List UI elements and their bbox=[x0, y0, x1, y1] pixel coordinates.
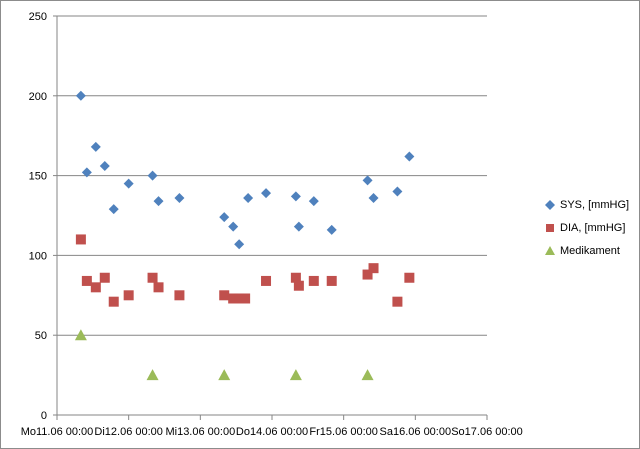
x-tick-label: Mo11.06 00:00 bbox=[21, 426, 94, 438]
x-tick-label: Sa16.06 00:00 bbox=[380, 426, 452, 438]
dia-point bbox=[90, 282, 101, 293]
dia-point bbox=[293, 280, 304, 291]
sys-point bbox=[81, 167, 92, 178]
dia-point bbox=[368, 263, 379, 274]
y-tick-label: 150 bbox=[29, 171, 47, 183]
x-tick-label: Mi13.06 00:00 bbox=[165, 426, 235, 438]
dia-point bbox=[81, 275, 92, 286]
y-tick-label: 100 bbox=[29, 250, 47, 262]
legend-label: Medikament bbox=[560, 244, 620, 257]
medikament-point bbox=[289, 369, 302, 381]
sys-point bbox=[404, 151, 415, 162]
sys-point bbox=[228, 221, 239, 232]
legend-item-dia: DIA, [mmHG] bbox=[545, 216, 629, 239]
sys-point bbox=[368, 192, 379, 203]
y-tick-label: 0 bbox=[41, 410, 47, 422]
dia-point bbox=[99, 272, 110, 283]
sys-point bbox=[99, 161, 110, 172]
sys-point bbox=[147, 170, 158, 181]
dia-point bbox=[326, 275, 337, 286]
sys-point bbox=[293, 221, 304, 232]
diamond-marker-icon bbox=[545, 199, 555, 210]
dia-point bbox=[261, 275, 272, 286]
y-tick-label: 200 bbox=[29, 91, 47, 103]
y-tick-label: 50 bbox=[35, 330, 47, 342]
sys-point bbox=[362, 175, 373, 186]
dia-point bbox=[392, 296, 403, 307]
sys-point bbox=[153, 196, 164, 207]
dia-point bbox=[290, 272, 301, 283]
x-tick-label: Do14.06 00:00 bbox=[236, 426, 308, 438]
sys-point bbox=[75, 90, 86, 101]
legend-item-medikament: Medikament bbox=[545, 239, 629, 262]
medikament-point bbox=[74, 329, 87, 341]
sys-point bbox=[219, 212, 230, 223]
dia-point bbox=[219, 290, 230, 301]
dia-point bbox=[108, 296, 119, 307]
sys-point bbox=[243, 192, 254, 203]
sys-point bbox=[290, 191, 301, 202]
medikament-point bbox=[146, 369, 159, 381]
medikament-point bbox=[218, 369, 231, 381]
dia-point bbox=[123, 290, 134, 301]
legend-label: DIA, [mmHG] bbox=[560, 221, 626, 234]
square-marker-icon bbox=[546, 223, 554, 232]
dia-point bbox=[234, 293, 245, 304]
legend: SYS, [mmHG] DIA, [mmHG] Medikament bbox=[545, 193, 629, 262]
dia-point bbox=[308, 275, 319, 286]
legend-label: SYS, [mmHG] bbox=[560, 198, 630, 211]
y-tick-label: 250 bbox=[29, 11, 47, 23]
sys-point bbox=[326, 224, 337, 235]
medikament-point bbox=[361, 369, 374, 381]
sys-point bbox=[261, 188, 272, 199]
sys-point bbox=[174, 192, 185, 203]
triangle-marker-icon bbox=[545, 245, 555, 255]
dia-point bbox=[228, 293, 239, 304]
sys-point bbox=[392, 186, 403, 197]
sys-point bbox=[108, 204, 119, 215]
legend-item-sys: SYS, [mmHG] bbox=[545, 193, 629, 216]
sys-point bbox=[90, 141, 101, 152]
dia-point bbox=[75, 234, 86, 245]
dia-point bbox=[174, 290, 185, 301]
dia-point bbox=[147, 272, 158, 283]
x-tick-label: Di12.06 00:00 bbox=[94, 426, 163, 438]
dia-point bbox=[362, 269, 373, 280]
sys-point bbox=[123, 178, 134, 189]
x-tick-label: Fr15.06 00:00 bbox=[309, 426, 378, 438]
dia-point bbox=[240, 293, 251, 304]
dia-point bbox=[153, 282, 164, 293]
x-tick-label: So17.06 00:00 bbox=[451, 426, 523, 438]
sys-point bbox=[234, 239, 245, 250]
dia-point bbox=[404, 272, 415, 283]
sys-point bbox=[308, 196, 319, 207]
